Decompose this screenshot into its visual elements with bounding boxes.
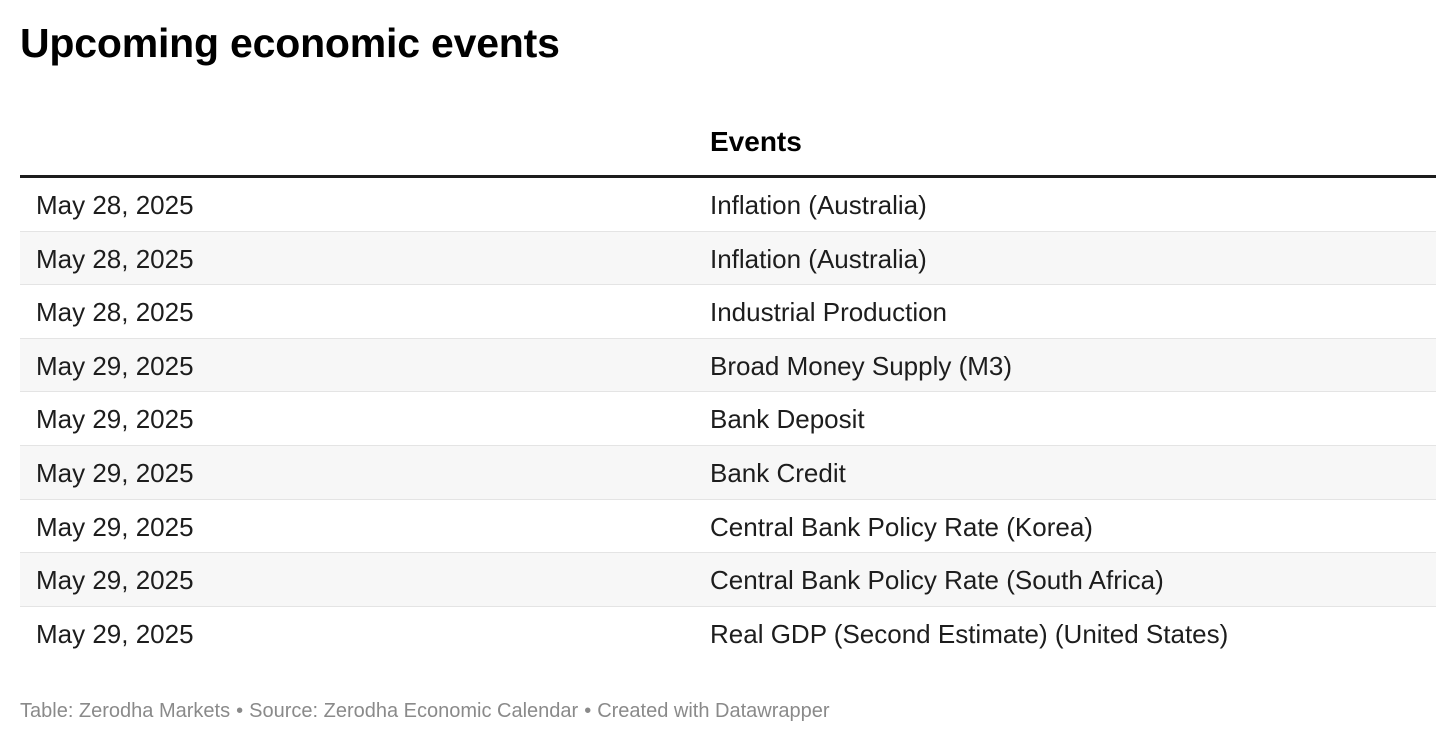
event-cell: Central Bank Policy Rate (Korea) (710, 511, 1093, 542)
date-cell: May 29, 2025 (36, 404, 194, 435)
table-row: May 28, 2025 Inflation (Australia) (20, 231, 1436, 286)
table-row: May 29, 2025 Real GDP (Second Estimate) (… (20, 607, 1436, 661)
event-cell: Bank Deposit (710, 404, 865, 435)
table-footer: Table: Zerodha Markets • Source: Zerodha E… (20, 700, 830, 723)
table-row: May 29, 2025 Bank Credit (20, 445, 1436, 500)
event-cell: Real GDP (Second Estimate) (United State… (710, 618, 1229, 649)
table-row: May 28, 2025 Industrial Production (20, 285, 1436, 339)
table-row: May 28, 2025 Inflation (Australia) (20, 178, 1436, 232)
footer-separator: • (584, 700, 592, 722)
date-cell: May 28, 2025 (36, 190, 194, 220)
date-cell: May 28, 2025 (36, 297, 194, 328)
date-cell: May 29, 2025 (36, 350, 194, 381)
table-row: May 29, 2025 Central Bank Policy Rate (So… (20, 553, 1436, 607)
table-row: May 29, 2025 Bank Deposit (20, 392, 1436, 446)
table-body: May 28, 2025 Inflation (Australia) May 28,… (20, 178, 1436, 660)
events-table: Events May 28, 2025 Inflation (Australia)… (20, 118, 1436, 660)
date-cell: May 29, 2025 (36, 457, 194, 488)
events-column-header: Events (710, 126, 802, 157)
table-header: Events (20, 118, 1436, 178)
event-cell: Central Bank Policy Rate (South Africa) (710, 565, 1164, 596)
date-cell: May 29, 2025 (36, 618, 194, 649)
table-row: May 29, 2025 Broad Money Supply (M3) (20, 338, 1436, 393)
table-title: Upcoming economic events (20, 20, 560, 66)
date-cell: May 29, 2025 (36, 565, 194, 596)
footer-table-credit: Table: Zerodha Markets (20, 700, 231, 722)
event-cell: Broad Money Supply (M3) (710, 350, 1013, 381)
event-cell: Inflation (Australia) (710, 243, 927, 274)
table-row: May 29, 2025 Central Bank Policy Rate (Ko… (20, 500, 1436, 554)
event-cell: Industrial Production (710, 297, 948, 328)
footer-created-with: Created with Datawrapper (597, 700, 830, 722)
date-cell: May 29, 2025 (36, 511, 194, 542)
footer-separator: • (236, 700, 244, 722)
event-cell: Bank Credit (710, 457, 846, 488)
event-cell: Inflation (Australia) (710, 190, 927, 220)
footer-source: Source: Zerodha Economic Calendar (249, 700, 579, 722)
date-cell: May 28, 2025 (36, 243, 194, 274)
